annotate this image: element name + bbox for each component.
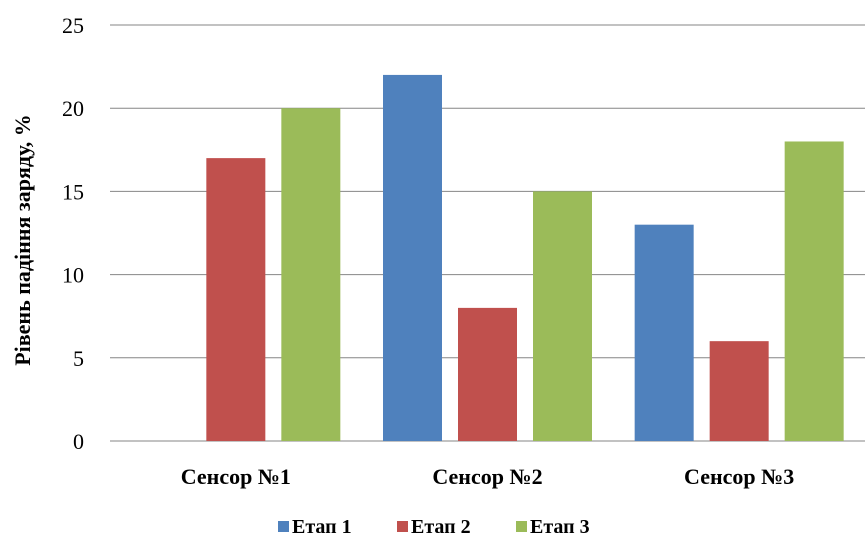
bar	[281, 108, 341, 441]
y-tick-label: 0	[73, 429, 84, 454]
bar	[458, 307, 517, 441]
y-tick-label: 15	[62, 179, 84, 204]
bar	[709, 341, 769, 441]
y-tick-label: 5	[73, 346, 84, 371]
category-label: Сенсор №1	[181, 464, 291, 489]
legend-label: Етап 1	[292, 516, 352, 538]
y-axis-title: Рівень падіння заряду, %	[10, 114, 35, 366]
y-tick-label: 10	[62, 263, 84, 288]
y-tick-labels: 0 5 10 15 20 25	[62, 13, 84, 454]
legend: Етап 1 Етап 2 Етап 3	[278, 516, 590, 538]
category-label: Сенсор №2	[432, 464, 542, 489]
y-tick-label: 25	[62, 13, 84, 38]
legend-swatch	[397, 521, 408, 532]
legend-swatch	[278, 521, 289, 532]
bars	[206, 74, 844, 442]
legend-label: Етап 3	[530, 516, 590, 538]
bar	[634, 224, 694, 441]
legend-swatch	[516, 521, 527, 532]
y-tick-label: 20	[62, 96, 84, 121]
category-labels: Сенсор №1 Сенсор №2 Сенсор №3	[181, 464, 795, 489]
category-label: Сенсор №3	[684, 464, 794, 489]
legend-label: Етап 2	[411, 516, 471, 538]
bar	[533, 191, 592, 441]
bar	[206, 158, 266, 441]
bar	[383, 74, 442, 442]
bar	[784, 141, 844, 442]
